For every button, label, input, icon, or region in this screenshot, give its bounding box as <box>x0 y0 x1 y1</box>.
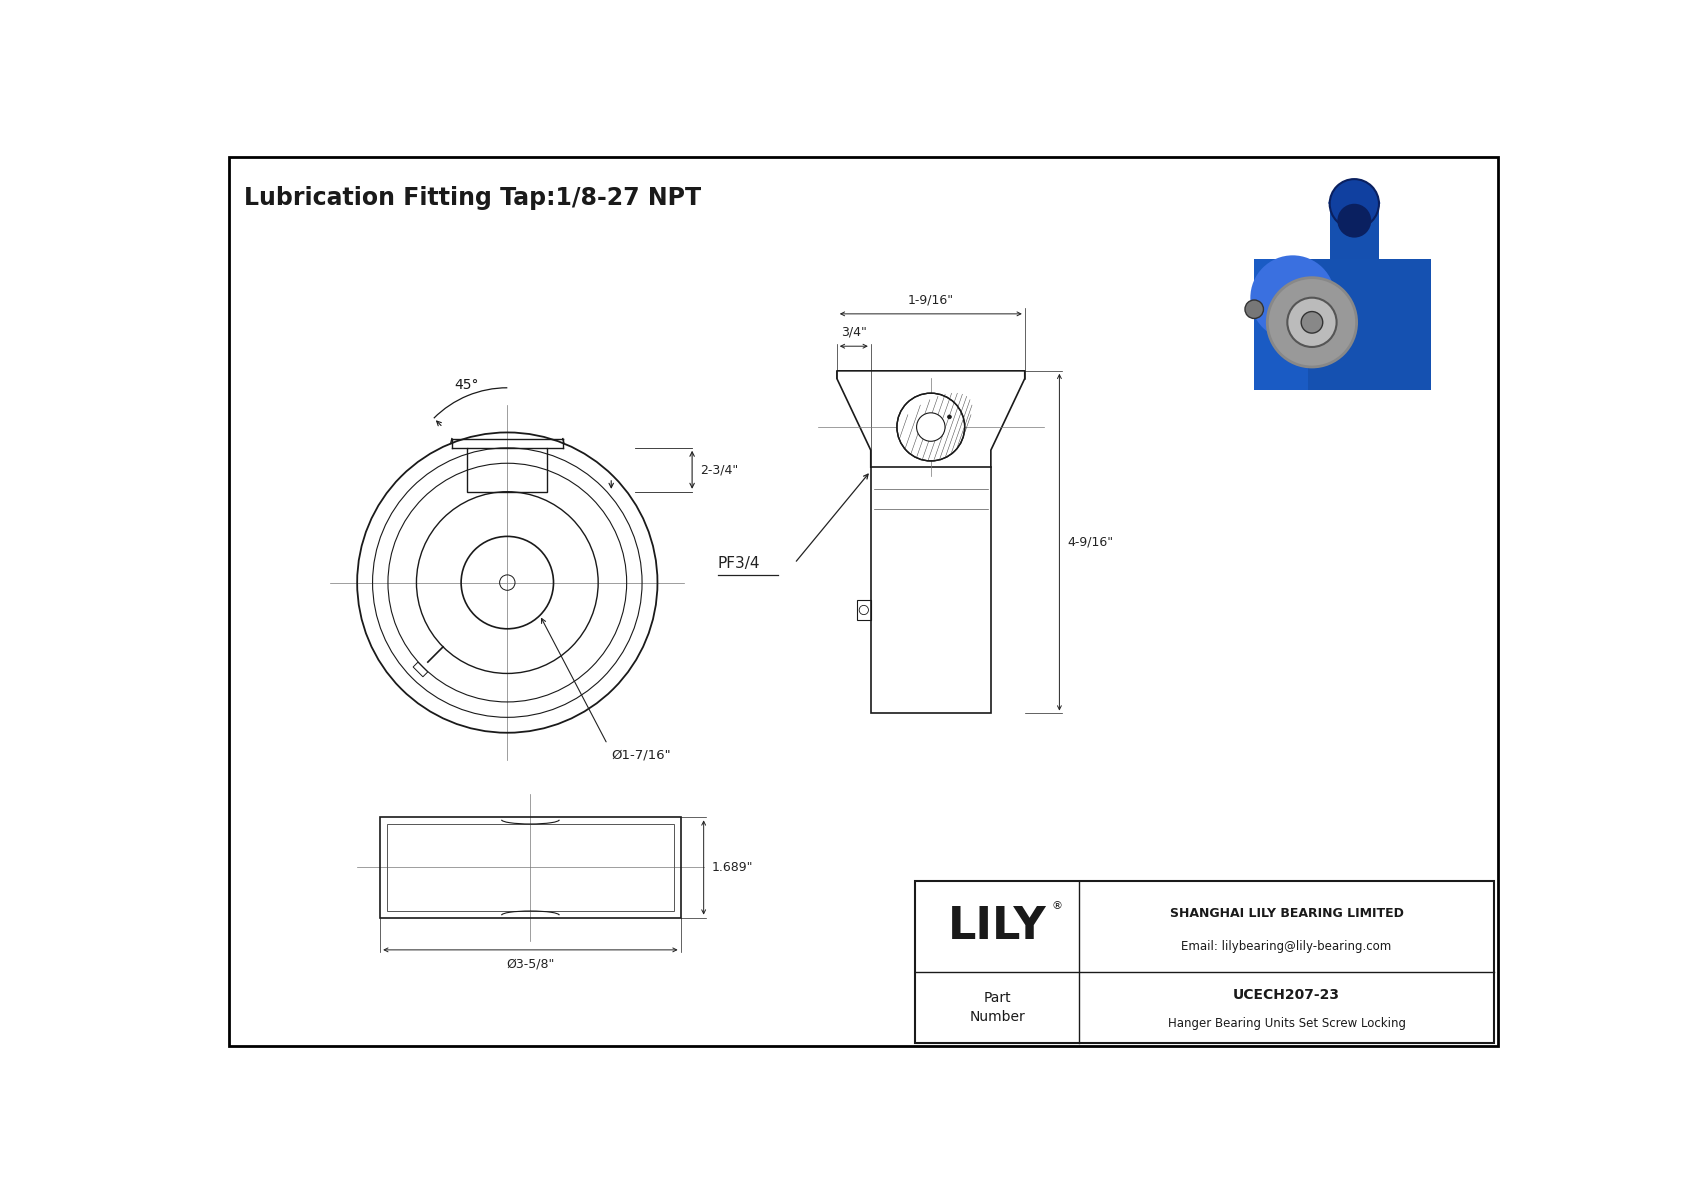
Circle shape <box>948 414 951 419</box>
Circle shape <box>1337 204 1371 238</box>
Bar <box>916 881 1494 1043</box>
Bar <box>466 448 547 492</box>
Bar <box>1231 236 1455 405</box>
Text: Ø1-7/16": Ø1-7/16" <box>611 748 670 761</box>
Text: Email: lilybearing@lily-bearing.com: Email: lilybearing@lily-bearing.com <box>1182 940 1391 953</box>
Text: Ø3-5/8": Ø3-5/8" <box>507 958 554 971</box>
Text: 45°: 45° <box>455 379 478 392</box>
Bar <box>857 600 871 621</box>
Bar <box>381 817 680 917</box>
Text: 4-9/16": 4-9/16" <box>1068 536 1113 549</box>
Bar <box>871 467 990 713</box>
Circle shape <box>916 413 945 442</box>
Text: LILY: LILY <box>948 905 1046 948</box>
Text: 1.689": 1.689" <box>711 861 753 874</box>
Text: 3/4": 3/4" <box>840 325 867 338</box>
Circle shape <box>1330 179 1379 229</box>
Circle shape <box>1250 255 1335 341</box>
Text: 2-3/4": 2-3/4" <box>701 463 738 476</box>
Circle shape <box>1287 298 1337 347</box>
Text: SHANGHAI LILY BEARING LIMITED: SHANGHAI LILY BEARING LIMITED <box>1170 906 1403 919</box>
Text: UCECH207-23: UCECH207-23 <box>1233 987 1340 1002</box>
Bar <box>387 824 674 911</box>
Text: Hanger Bearing Units Set Screw Locking: Hanger Bearing Units Set Screw Locking <box>1167 1017 1406 1030</box>
Text: 1-9/16": 1-9/16" <box>908 293 953 306</box>
Circle shape <box>898 393 965 461</box>
Text: Lubrication Fitting Tap:1/8-27 NPT: Lubrication Fitting Tap:1/8-27 NPT <box>244 186 701 210</box>
Bar <box>1330 204 1379 260</box>
Polygon shape <box>1308 260 1431 391</box>
Circle shape <box>1268 278 1357 367</box>
Circle shape <box>1302 312 1322 333</box>
Circle shape <box>1244 300 1263 318</box>
Text: Part
Number: Part Number <box>970 991 1026 1024</box>
Text: ®: ® <box>1051 900 1063 911</box>
Text: PF3/4: PF3/4 <box>717 556 759 570</box>
Polygon shape <box>1255 260 1431 391</box>
